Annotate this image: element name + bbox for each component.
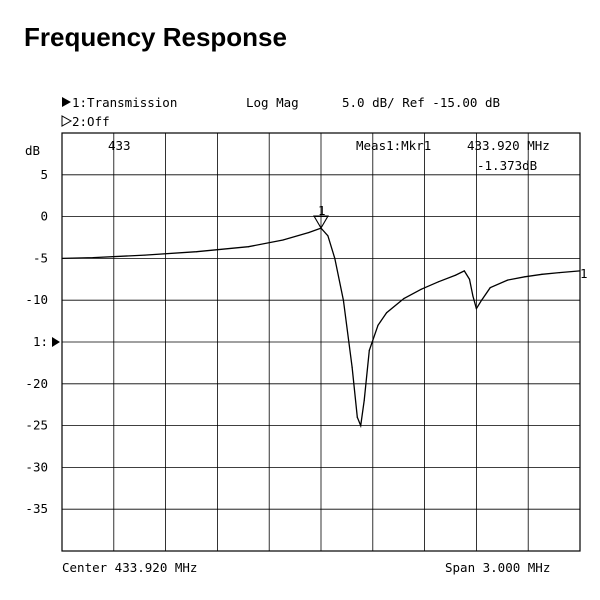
y-tick-label: 0 (40, 209, 48, 224)
span-label: Span 3.000 MHz (445, 560, 550, 575)
data-point (368, 349, 370, 351)
data-point (475, 307, 477, 310)
reference-level-arrow-icon (52, 337, 60, 347)
data-point (247, 246, 250, 248)
page-title: Frequency Response (24, 22, 287, 52)
data-point (351, 366, 353, 368)
marker-label: 1 (318, 203, 326, 218)
unit-label: dB (25, 143, 40, 158)
trace1-label: 1:Transmission (72, 95, 177, 110)
center-frequency-label: Center 433.920 MHz (62, 560, 197, 575)
data-point (92, 256, 94, 259)
y-tick-label: -35 (25, 501, 48, 516)
y-tick-label: 1: (33, 334, 48, 349)
chart-grid (61, 132, 581, 552)
data-point (196, 251, 198, 253)
data-point (558, 272, 560, 274)
y-tick-labels: 5 0 -5 -10 1: -20 -25 -30 -35 (25, 167, 60, 516)
data-point (480, 299, 483, 301)
data-point (327, 235, 329, 237)
data-point (334, 257, 336, 259)
format-label: Log Mag (246, 95, 299, 110)
data-point (579, 270, 581, 272)
data-point (377, 324, 379, 326)
y-tick-label: 5 (40, 167, 48, 182)
trace2-label: 2:Off (72, 114, 110, 129)
data-point (472, 295, 474, 297)
data-point (356, 416, 358, 418)
marker-triangle-icon (313, 215, 329, 230)
data-point (360, 425, 362, 427)
measurement-value: -1.373dB (477, 158, 537, 173)
data-point (403, 297, 405, 300)
data-point (308, 231, 310, 234)
data-point (541, 273, 543, 275)
data-point (282, 239, 284, 241)
channel-tag: 433 (108, 138, 131, 153)
y-tick-label: -30 (25, 459, 48, 474)
active-trace-arrow-icon (62, 97, 71, 107)
inactive-trace-arrow-icon (61, 115, 73, 127)
data-point (468, 278, 471, 280)
data-point (363, 399, 365, 402)
data-point (144, 254, 146, 256)
y-tick-label: -5 (33, 250, 48, 265)
data-point (342, 299, 345, 301)
trace-end-label: 1 (580, 266, 588, 281)
data-point (420, 288, 422, 290)
data-point (386, 312, 388, 314)
y-tick-label: -20 (25, 376, 48, 391)
measurement-label: Meas1:Mkr1 (356, 138, 431, 153)
data-point (489, 287, 491, 289)
data-point (455, 274, 457, 276)
data-point (463, 270, 465, 272)
data-point (506, 279, 509, 281)
data-point (437, 281, 440, 283)
y-tick-label: -25 (25, 418, 48, 433)
scale-label: 5.0 dB/ Ref -15.00 dB (342, 95, 500, 110)
data-point (61, 257, 63, 259)
y-tick-label: -10 (25, 292, 48, 307)
data-point (524, 276, 526, 278)
measurement-frequency: 433.920 MHz (467, 138, 550, 153)
